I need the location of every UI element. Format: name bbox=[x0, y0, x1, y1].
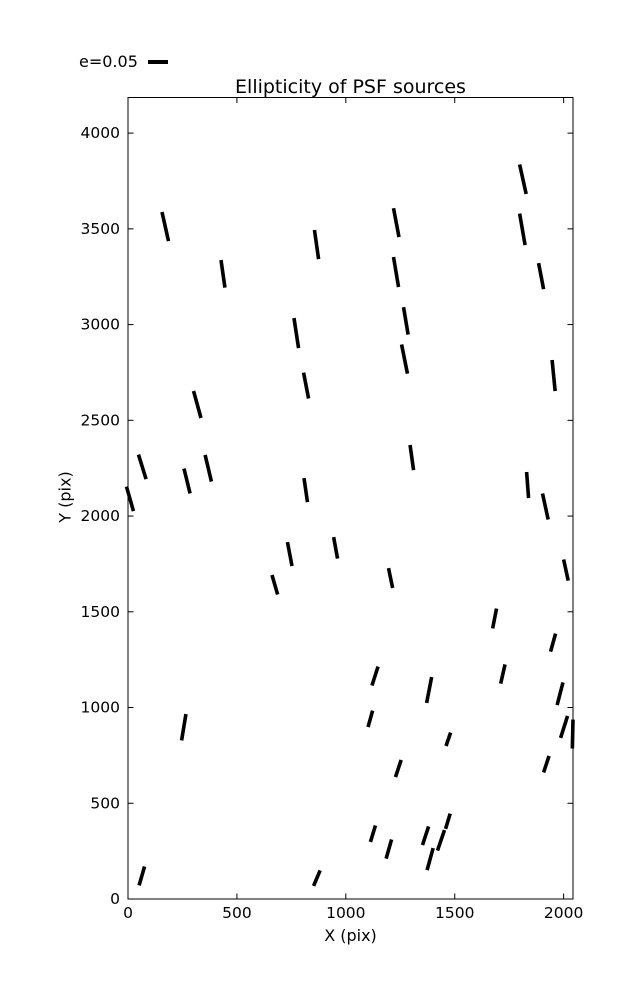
ellipticity-whisker bbox=[366, 710, 375, 728]
ellipticity-whisker bbox=[124, 486, 136, 512]
ellipticity-whisker bbox=[420, 825, 431, 846]
ellipticity-whisker bbox=[444, 732, 453, 747]
ellipticity-whisker bbox=[558, 715, 570, 739]
y-tick-label: 1000 bbox=[81, 699, 120, 717]
ellipticity-whisker bbox=[370, 666, 380, 687]
ellipticity-whisker bbox=[285, 541, 294, 567]
ellipticity-whisker bbox=[425, 847, 435, 871]
ellipticity-whisker bbox=[191, 390, 203, 419]
ellipticity-whisker bbox=[517, 213, 527, 246]
ellipticity-whisker bbox=[160, 211, 171, 242]
ellipticity-whisker bbox=[570, 719, 575, 749]
ellipticity-whisker bbox=[541, 755, 551, 774]
y-axis-label: Y (pix) bbox=[55, 471, 75, 523]
ellipticity-whisker bbox=[399, 344, 410, 374]
ellipticity-whisker bbox=[292, 317, 301, 349]
ellipticity-whisker bbox=[368, 824, 378, 843]
ellipticity-whisker bbox=[408, 444, 416, 471]
x-tick-label: 500 bbox=[222, 904, 252, 922]
legend-line-sample bbox=[147, 59, 168, 64]
legend: e=0.05 bbox=[79, 52, 168, 71]
ellipticity-whisker bbox=[137, 865, 147, 886]
ellipticity-whisker bbox=[443, 813, 452, 830]
ellipticity-whisker bbox=[435, 829, 447, 852]
ellipticity-whisker bbox=[312, 229, 321, 260]
x-tick-label: 0 bbox=[123, 904, 133, 922]
ellipticity-whisker bbox=[555, 681, 565, 706]
ellipticity-whisker bbox=[301, 372, 311, 399]
legend-label: e=0.05 bbox=[79, 52, 138, 71]
ellipticity-whisker bbox=[179, 713, 188, 741]
ellipticity-whisker bbox=[384, 838, 394, 860]
y-tick-label: 2500 bbox=[81, 411, 120, 429]
ellipticity-whisker bbox=[203, 454, 214, 483]
y-tick-label: 3000 bbox=[81, 316, 120, 334]
ellipticity-whisker bbox=[270, 574, 280, 596]
axes-frame bbox=[127, 97, 574, 900]
y-tick-label: 500 bbox=[90, 794, 120, 812]
x-tick-label: 2000 bbox=[544, 904, 583, 922]
ellipticity-whisker bbox=[302, 477, 310, 503]
ellipticity-whisker bbox=[182, 468, 192, 494]
ellipticity-whisker bbox=[561, 559, 570, 581]
ellipticity-whisker bbox=[548, 633, 558, 653]
y-tick-label: 4000 bbox=[81, 124, 120, 142]
ellipticity-whisker bbox=[391, 256, 401, 288]
ellipticity-whisker bbox=[311, 869, 322, 887]
ellipticity-whisker bbox=[517, 164, 528, 195]
ellipticity-whisker bbox=[386, 567, 395, 589]
ellipticity-whisker bbox=[393, 759, 403, 778]
y-tick-label: 3500 bbox=[81, 220, 120, 238]
y-tick-label: 2000 bbox=[81, 507, 120, 525]
ellipticity-whisker bbox=[536, 262, 546, 290]
ellipticity-whisker bbox=[524, 471, 531, 499]
chart-title: Ellipticity of PSF sources bbox=[235, 76, 466, 98]
ellipticity-whisker bbox=[424, 676, 434, 704]
ellipticity-whisker bbox=[540, 493, 550, 520]
ellipticity-whisker bbox=[490, 608, 499, 629]
ellipticity-whisker bbox=[391, 207, 401, 238]
ellipticity-whisker bbox=[401, 306, 410, 335]
x-axis-label: X (pix) bbox=[324, 926, 377, 945]
ellipticity-whisker bbox=[550, 359, 557, 392]
ellipticity-whisker bbox=[136, 454, 148, 480]
y-tick-label: 0 bbox=[110, 890, 120, 908]
x-tick-label: 1500 bbox=[435, 904, 474, 922]
x-tick-label: 1000 bbox=[326, 904, 365, 922]
y-tick-label: 1500 bbox=[81, 603, 120, 621]
ellipticity-whisker bbox=[331, 536, 340, 559]
ellipticity-whisker bbox=[219, 259, 227, 288]
ellipticity-whisker bbox=[498, 664, 507, 684]
